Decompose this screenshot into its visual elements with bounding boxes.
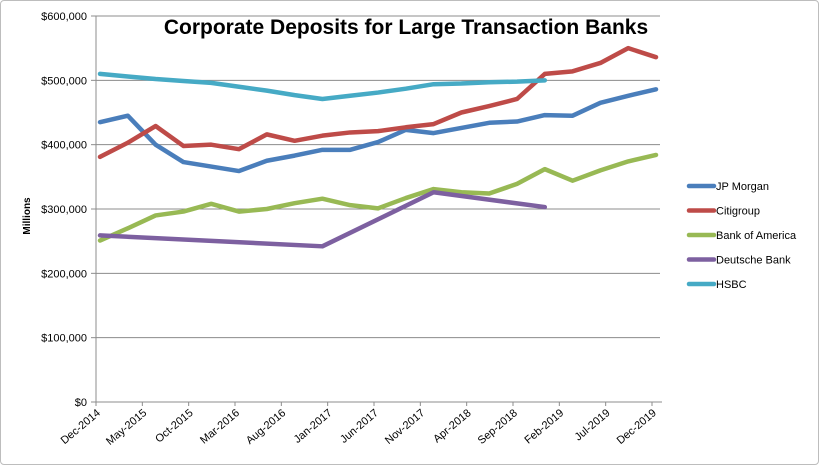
x-tick-label: Mar-2016 <box>198 407 242 446</box>
x-tick-label: Dec-2019 <box>615 407 659 447</box>
y-tick-label: $100,000 <box>41 333 87 345</box>
legend-label: Citigroup <box>716 206 760 218</box>
chart-title: Corporate Deposits for Large Transaction… <box>164 16 648 39</box>
x-tick-label: Aug-2016 <box>244 407 288 447</box>
series-line-jp-morgan <box>97 87 659 174</box>
y-tick-label: $200,000 <box>41 268 87 280</box>
legend-label: HSBC <box>716 279 747 291</box>
legend-label: JP Morgan <box>716 181 769 193</box>
series-line-bank-of-america <box>97 152 659 243</box>
series-line-citigroup <box>97 45 659 160</box>
x-tick-label: Apr-2018 <box>431 407 473 445</box>
gridlines <box>96 15 660 339</box>
x-tick-label: Oct-2015 <box>153 407 195 445</box>
y-tick-label: $0 <box>75 397 87 409</box>
x-tick-label: Jul-2019 <box>573 407 613 443</box>
x-tick-label: Jan-2017 <box>292 407 335 446</box>
x-tick-label: Nov-2017 <box>383 407 427 447</box>
x-tick-label: May-2015 <box>104 407 149 448</box>
y-tick-label: $500,000 <box>41 75 87 87</box>
series-line-deutsche-bank <box>97 190 548 249</box>
series-lines <box>97 45 659 249</box>
y-axis-label: Millions <box>22 197 33 235</box>
y-tick-label: $300,000 <box>41 204 87 216</box>
legend-label: Deutsche Bank <box>716 255 791 267</box>
y-tick-label: $600,000 <box>41 11 87 23</box>
y-tick-label: $400,000 <box>41 140 87 152</box>
x-tick-labels: Dec-2014 May-2015 Oct-2015 Mar-2016 Aug-2016… <box>59 407 659 448</box>
x-tick-label: Dec-2014 <box>59 407 103 447</box>
legend-label: Bank of America <box>716 230 797 242</box>
x-tick-label: Sep-2018 <box>476 407 520 447</box>
legend: JP Morgan Citigroup Bank of America Deutsch… <box>686 181 797 291</box>
x-tick-label: Feb-2019 <box>522 407 566 446</box>
y-tick-labels: $0 $100,000 $200,000 $300,000 $400,000 $500,0… <box>41 11 87 409</box>
axes <box>91 15 662 406</box>
series-line-hsbc <box>97 71 548 102</box>
x-tick-label: Jun-2017 <box>338 407 381 446</box>
